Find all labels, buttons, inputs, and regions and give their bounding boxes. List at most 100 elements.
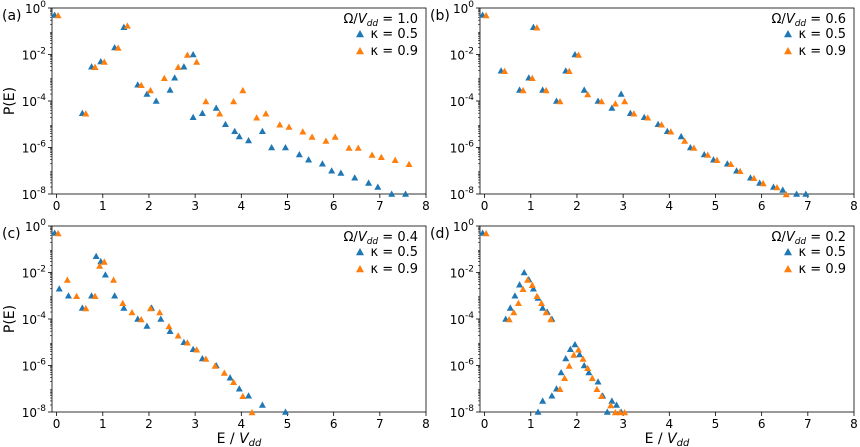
data-point: [482, 11, 490, 19]
panel-d-xticks: 0 1 2 3 4 5 6 7 8: [481, 412, 858, 431]
x-axis-label-right: E / Vdd: [645, 431, 690, 447]
panel-d-legend: Ω/Vdd = 0.2κ = 0.5 κ = 0.9: [771, 230, 846, 277]
legend-label: κ = 0.9: [371, 262, 419, 277]
panel-b-xticks: 0 1 2 3 4 5 6 7 8: [481, 194, 858, 213]
data-point: [110, 276, 118, 283]
legend-title-rhs: = 0.4: [378, 230, 418, 245]
data-point: [538, 299, 546, 307]
legend-title-lhs: Ω/: [343, 230, 358, 245]
data-point: [782, 191, 790, 198]
y-tick-base: 10: [450, 95, 465, 109]
data-point: [211, 362, 219, 369]
data-point: [239, 86, 247, 94]
data-point: [621, 409, 629, 416]
data-point: [793, 190, 801, 197]
data-point: [365, 179, 373, 186]
x-tick-label: 3: [191, 199, 199, 213]
y-tick-exp: -2: [37, 47, 46, 57]
data-point: [143, 90, 151, 97]
y-tick-base: 10: [450, 360, 465, 374]
data-point: [368, 151, 376, 158]
data-point: [556, 385, 564, 393]
y-tick-label: 10-6: [22, 358, 47, 374]
data-point: [82, 110, 90, 117]
y-tick-base: 10: [22, 360, 37, 374]
data-point: [174, 63, 182, 70]
data-point: [299, 128, 307, 135]
y-tick-exp: -8: [465, 186, 474, 196]
x-tick-label: 6: [330, 199, 338, 213]
data-point: [593, 385, 601, 393]
legend-marker: [356, 248, 364, 256]
x-tick-label: 1: [527, 417, 535, 431]
y-tick-label: 10-6: [22, 140, 47, 156]
data-point: [143, 322, 151, 329]
data-point: [519, 86, 527, 94]
data-point: [598, 98, 606, 105]
data-point: [100, 258, 108, 265]
y-tick-label: 10-2: [22, 265, 46, 281]
data-point: [165, 322, 173, 330]
y-tick-exp: -2: [465, 265, 474, 275]
legend-marker: [784, 248, 792, 256]
panel-c-label: (c): [2, 226, 21, 242]
y-tick-label: 100: [453, 0, 474, 16]
data-point: [374, 183, 382, 190]
legend-title-lhs: Ω/: [343, 12, 358, 27]
y-tick-base: 10: [453, 220, 468, 234]
data-point: [248, 409, 256, 416]
data-point: [331, 133, 339, 140]
data-point: [328, 167, 336, 174]
legend-label: κ = 0.9: [799, 262, 847, 277]
data-point: [402, 190, 410, 197]
data-point: [779, 186, 787, 193]
data-point: [156, 309, 164, 316]
data-point: [96, 262, 104, 269]
legend-label: κ = 0.5: [371, 245, 419, 260]
data-point: [750, 174, 758, 182]
legend-marker: [784, 265, 792, 273]
y-tick-exp: 0: [468, 218, 474, 228]
data-point: [55, 285, 63, 292]
data-point: [608, 397, 616, 404]
y-tick-base: 10: [22, 267, 37, 281]
y-tick-label: 10-6: [450, 358, 475, 374]
legend-label: κ = 0.5: [799, 27, 847, 42]
x-tick-label: 5: [712, 417, 720, 431]
data-point: [281, 144, 289, 151]
x-tick-label: 3: [191, 417, 199, 431]
data-point: [516, 281, 524, 288]
panel-c-legend: Ω/Vdd = 0.4κ = 0.5 κ = 0.9: [343, 230, 418, 277]
data-point: [258, 127, 266, 135]
x-tick-label: 2: [573, 199, 581, 213]
data-point: [681, 137, 689, 144]
x-tick-label: 0: [53, 417, 61, 431]
data-point: [114, 44, 122, 51]
data-point: [677, 132, 685, 140]
y-tick-label: 10-4: [22, 311, 47, 327]
data-point: [245, 137, 253, 144]
data-point: [193, 346, 201, 353]
data-point: [542, 309, 550, 316]
data-point: [548, 392, 556, 399]
data-point: [231, 127, 239, 135]
data-point: [539, 304, 547, 311]
data-point: [128, 309, 136, 316]
data-point: [160, 74, 168, 82]
data-point: [166, 327, 174, 334]
y-tick-label: 10-8: [450, 404, 475, 420]
x-tick-label: 2: [145, 199, 153, 213]
data-point: [198, 109, 206, 116]
data-point: [54, 11, 62, 19]
y-tick-label: 10-8: [22, 186, 47, 202]
data-point: [630, 110, 638, 117]
panel-d-label: (d): [430, 226, 450, 242]
y-tick-base: 10: [22, 142, 37, 156]
x-tick-label: 5: [284, 417, 292, 431]
data-point: [528, 74, 536, 82]
data-point: [137, 316, 145, 323]
